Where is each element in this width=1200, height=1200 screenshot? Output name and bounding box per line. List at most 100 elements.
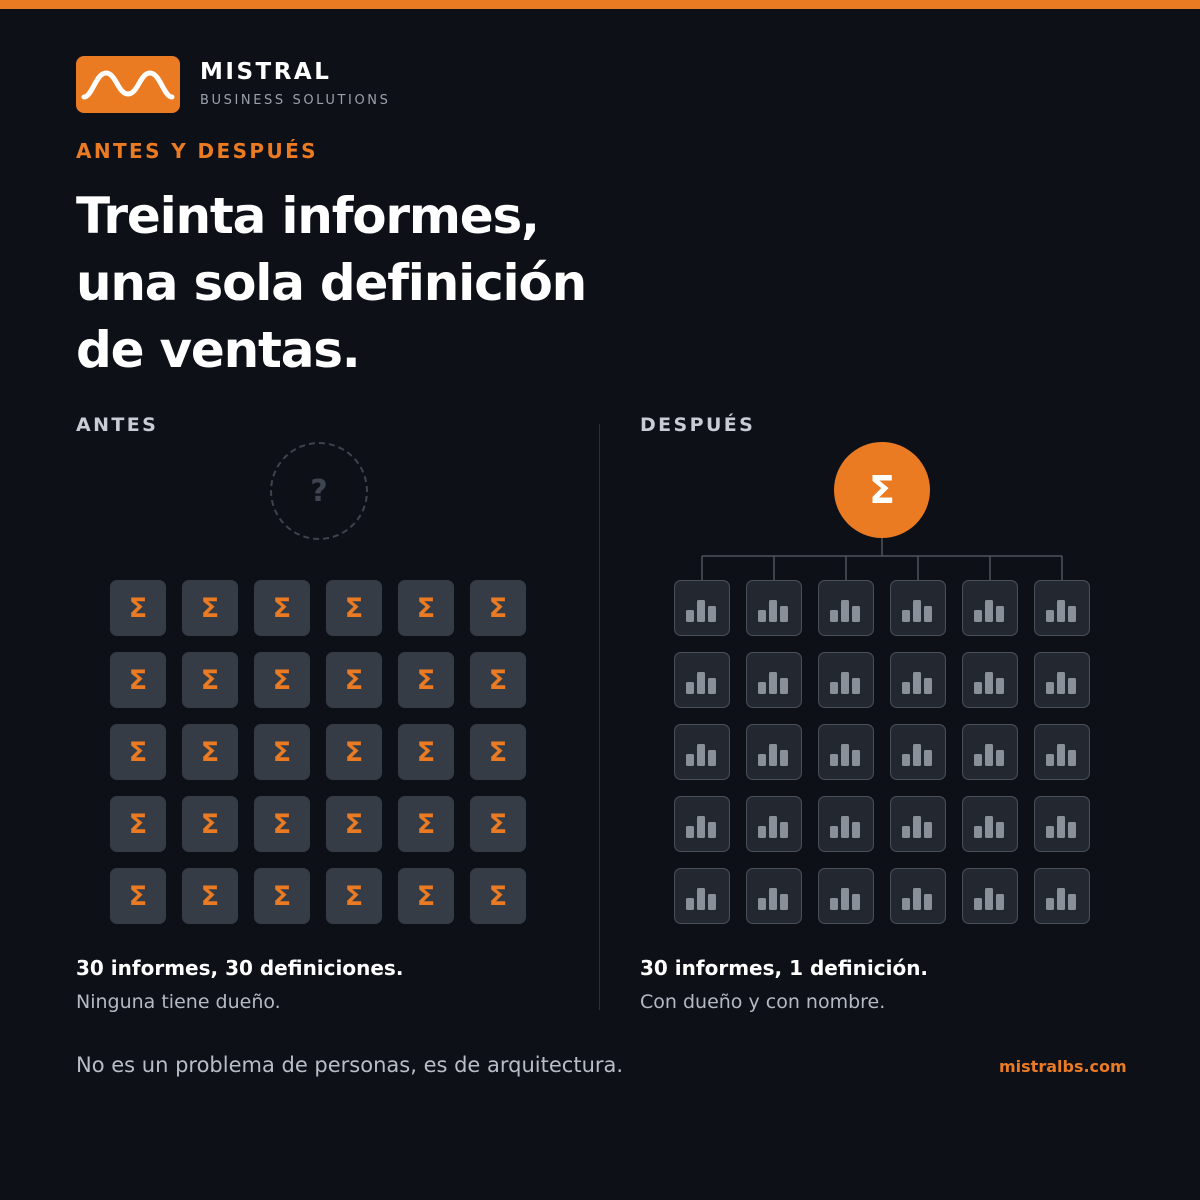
- chart-bar: [830, 754, 838, 766]
- report-tile-own-definition: Σ: [470, 724, 526, 780]
- bar-chart-icon: [1046, 744, 1076, 766]
- bar-chart-icon: [902, 744, 932, 766]
- report-tile-own-definition: Σ: [182, 868, 238, 924]
- report-tile-own-definition: Σ: [398, 868, 454, 924]
- sigma-icon: Σ: [200, 880, 220, 912]
- chart-bar: [1068, 606, 1076, 622]
- before-summary: 30 informes, 30 definiciones.: [76, 956, 404, 980]
- sigma-icon: Σ: [488, 880, 508, 912]
- chart-bar: [924, 606, 932, 622]
- bar-chart-icon: [686, 672, 716, 694]
- chart-bar: [708, 822, 716, 838]
- chart-bar: [996, 750, 1004, 766]
- chart-bar: [1057, 744, 1065, 766]
- bar-chart-icon: [1046, 672, 1076, 694]
- report-tile-shared-definition: [890, 652, 946, 708]
- chart-bar: [852, 678, 860, 694]
- chart-bar: [985, 672, 993, 694]
- sigma-icon: Σ: [200, 592, 220, 624]
- chart-bar: [913, 744, 921, 766]
- report-tile-own-definition: Σ: [398, 652, 454, 708]
- chart-bar: [924, 678, 932, 694]
- sigma-icon: Σ: [128, 808, 148, 840]
- report-tile-shared-definition: [746, 868, 802, 924]
- bar-chart-icon: [902, 888, 932, 910]
- bar-chart-icon: [758, 672, 788, 694]
- chart-bar: [1068, 678, 1076, 694]
- report-tile-shared-definition: [1034, 796, 1090, 852]
- report-tile-shared-definition: [746, 580, 802, 636]
- sigma-icon: Σ: [344, 592, 364, 624]
- chart-bar: [974, 898, 982, 910]
- report-tile-own-definition: Σ: [470, 580, 526, 636]
- bar-chart-icon: [830, 672, 860, 694]
- bar-chart-icon: [686, 600, 716, 622]
- chart-bar: [769, 744, 777, 766]
- report-tile-own-definition: Σ: [254, 652, 310, 708]
- report-tile-shared-definition: [1034, 724, 1090, 780]
- chart-bar: [913, 816, 921, 838]
- chart-bar: [769, 672, 777, 694]
- report-tile-shared-definition: [674, 652, 730, 708]
- chart-bar: [1068, 822, 1076, 838]
- column-divider: [599, 424, 600, 1010]
- bar-chart-icon: [1046, 888, 1076, 910]
- chart-bar: [686, 826, 694, 838]
- chart-bar: [1068, 894, 1076, 910]
- chart-bar: [985, 600, 993, 622]
- report-tile-own-definition: Σ: [326, 580, 382, 636]
- chart-bar: [985, 888, 993, 910]
- report-tile-own-definition: Σ: [110, 796, 166, 852]
- after-label: DESPUÉS: [640, 414, 756, 436]
- sigma-icon: Σ: [128, 736, 148, 768]
- brand-name: MISTRAL: [200, 59, 332, 85]
- sigma-icon: Σ: [344, 880, 364, 912]
- bar-chart-icon: [686, 888, 716, 910]
- after-summary: 30 informes, 1 definición.: [640, 956, 929, 980]
- chart-bar: [913, 888, 921, 910]
- report-tile-shared-definition: [674, 796, 730, 852]
- report-tile-shared-definition: [1034, 868, 1090, 924]
- sigma-icon: Σ: [416, 880, 436, 912]
- sigma-icon: Σ: [869, 468, 895, 512]
- chart-bar: [841, 744, 849, 766]
- sigma-icon: Σ: [200, 808, 220, 840]
- report-tile-shared-definition: [962, 580, 1018, 636]
- bar-chart-icon: [1046, 600, 1076, 622]
- chart-bar: [708, 606, 716, 622]
- report-tile-shared-definition: [818, 796, 874, 852]
- missing-definition-circle: ?: [270, 442, 368, 540]
- sigma-icon: Σ: [128, 664, 148, 696]
- report-tile-own-definition: Σ: [254, 796, 310, 852]
- report-tile-own-definition: Σ: [254, 580, 310, 636]
- section-eyebrow: ANTES Y DESPUÉS: [76, 139, 318, 163]
- chart-bar: [902, 898, 910, 910]
- chart-bar: [830, 682, 838, 694]
- chart-bar: [841, 888, 849, 910]
- chart-bar: [758, 682, 766, 694]
- before-label: ANTES: [76, 414, 159, 436]
- report-tile-own-definition: Σ: [398, 724, 454, 780]
- footer-website-link[interactable]: mistralbs.com: [999, 1057, 1127, 1076]
- chart-bar: [852, 606, 860, 622]
- chart-bar: [902, 826, 910, 838]
- sigma-icon: Σ: [272, 664, 292, 696]
- chart-bar: [758, 898, 766, 910]
- chart-bar: [1057, 600, 1065, 622]
- report-tile-shared-definition: [746, 652, 802, 708]
- sigma-icon: Σ: [416, 736, 436, 768]
- chart-bar: [924, 822, 932, 838]
- sigma-icon: Σ: [416, 808, 436, 840]
- chart-bar: [1046, 826, 1054, 838]
- chart-bar: [996, 678, 1004, 694]
- bar-chart-icon: [686, 816, 716, 838]
- chart-bar: [974, 610, 982, 622]
- chart-bar: [686, 682, 694, 694]
- sigma-icon: Σ: [128, 592, 148, 624]
- report-tile-shared-definition: [890, 868, 946, 924]
- chart-bar: [1068, 750, 1076, 766]
- report-tile-own-definition: Σ: [182, 724, 238, 780]
- chart-bar: [841, 672, 849, 694]
- sigma-icon: Σ: [272, 808, 292, 840]
- report-tile-shared-definition: [962, 796, 1018, 852]
